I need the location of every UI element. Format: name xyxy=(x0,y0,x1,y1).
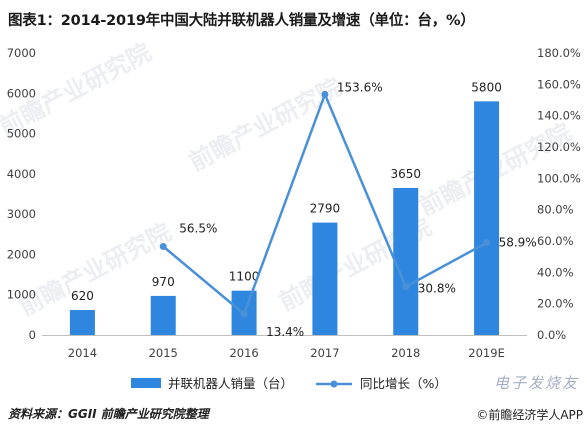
bar xyxy=(312,222,338,335)
x-tick-label: 2019E xyxy=(468,346,505,360)
bar xyxy=(69,310,95,335)
y-left-tick-label: 2000 xyxy=(7,247,36,261)
line-data-label: 13.4% xyxy=(266,325,304,339)
y-right-tick-label: 40.0% xyxy=(537,265,574,279)
x-tick-label: 2015 xyxy=(149,346,178,360)
bar xyxy=(474,101,500,335)
line-point xyxy=(240,310,248,318)
y-left-tick-label: 0 xyxy=(29,328,36,342)
line-data-label: 153.6% xyxy=(337,80,383,94)
line-point xyxy=(321,90,329,98)
bar xyxy=(393,187,419,335)
y-right-tick-label: 100.0% xyxy=(537,171,581,185)
y-left-tick-label: 6000 xyxy=(7,86,36,100)
bar-data-label: 5800 xyxy=(471,80,502,94)
chart-title: 图表1：2014-2019年中国大陆并联机器人销量及增速（单位：台，%） xyxy=(8,13,475,29)
x-tick-label: 2018 xyxy=(391,346,420,360)
x-tick-label: 2016 xyxy=(229,346,258,360)
y-right-tick-label: 180.0% xyxy=(537,46,581,60)
y-right-tick-label: 0.0% xyxy=(537,328,566,342)
line-point xyxy=(402,283,410,291)
line-data-label: 58.9% xyxy=(499,236,537,250)
y-right-tick-label: 160.0% xyxy=(537,77,581,91)
bar-data-label: 1100 xyxy=(229,270,260,284)
corner-watermark: 电子发烧友 xyxy=(493,374,579,392)
line-point xyxy=(159,242,167,250)
legend-bar-swatch xyxy=(131,378,161,388)
y-right-tick-label: 140.0% xyxy=(537,109,581,123)
legend-bar-label: 并联机器人销量（台） xyxy=(168,376,293,391)
legend-line-label: 同比增长（%） xyxy=(360,376,447,391)
y-left-tick-label: 5000 xyxy=(7,127,36,141)
y-left-tick-label: 3000 xyxy=(7,207,36,221)
bar-data-label: 620 xyxy=(71,289,94,303)
y-left-tick-label: 1000 xyxy=(7,288,36,302)
line-data-label: 56.5% xyxy=(179,221,217,235)
y-left-tick-label: 4000 xyxy=(7,167,36,181)
bar xyxy=(150,295,176,335)
y-right-tick-label: 120.0% xyxy=(537,140,581,154)
y-right-tick-label: 80.0% xyxy=(537,203,574,217)
legend-line-marker xyxy=(330,380,338,388)
credit-note: ©前瞻经济学人APP xyxy=(476,408,583,422)
bar-data-label: 970 xyxy=(152,275,175,289)
line-point xyxy=(483,239,491,247)
bar-data-label: 3650 xyxy=(390,167,421,181)
y-left-tick-label: 7000 xyxy=(7,46,36,60)
x-tick-label: 2017 xyxy=(310,346,339,360)
source-note: 资料来源：GGII 前瞻产业研究院整理 xyxy=(8,407,209,421)
bar-data-label: 2790 xyxy=(310,202,341,216)
x-tick-label: 2014 xyxy=(68,346,97,360)
y-right-tick-label: 20.0% xyxy=(537,297,574,311)
y-right-tick-label: 60.0% xyxy=(537,234,574,248)
line-data-label: 30.8% xyxy=(418,282,456,296)
